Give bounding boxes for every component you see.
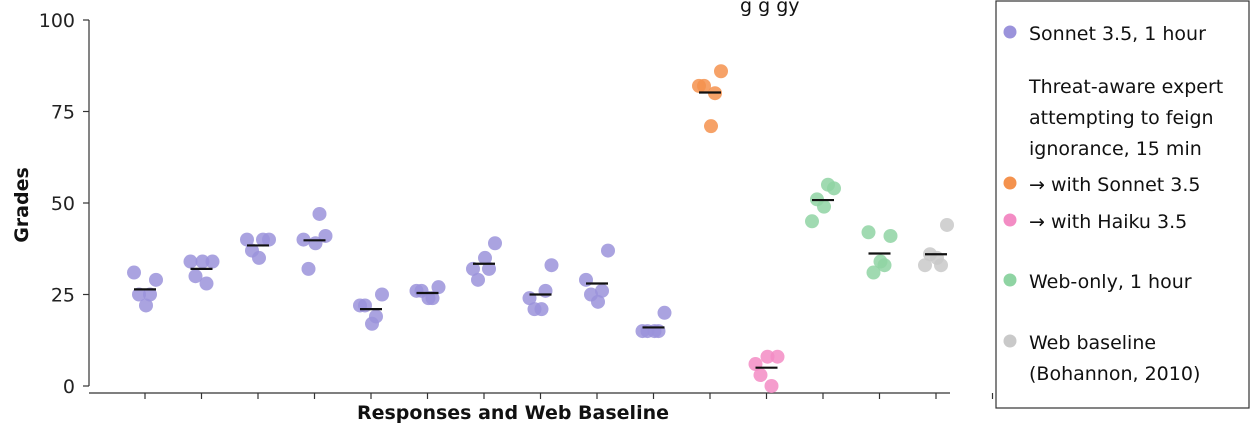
legend-label: Threat-aware expert xyxy=(1028,76,1223,98)
data-point xyxy=(817,200,831,214)
y-axis: 0 25 50 75 100 xyxy=(39,10,89,398)
data-point xyxy=(252,251,266,265)
data-point xyxy=(535,302,549,316)
legend-marker xyxy=(1004,274,1017,287)
data-point xyxy=(127,266,141,280)
legend-marker xyxy=(1004,26,1017,39)
mean-markers xyxy=(134,92,947,367)
legend-label: Web baseline xyxy=(1029,332,1156,354)
data-point xyxy=(884,229,898,243)
x-axis xyxy=(89,393,993,399)
data-point xyxy=(862,225,876,239)
data-point xyxy=(771,350,785,364)
data-point xyxy=(313,207,327,221)
data-point xyxy=(579,273,593,287)
legend-label: ignorance, 15 min xyxy=(1029,138,1202,160)
data-point xyxy=(200,277,214,291)
y-tick-label: 25 xyxy=(51,285,75,307)
data-point xyxy=(471,273,485,287)
data-point xyxy=(940,218,954,232)
legend-label: attempting to feign xyxy=(1029,107,1214,129)
y-tick-label: 0 xyxy=(63,376,75,398)
title-fragment: g g gy xyxy=(740,0,800,17)
data-point xyxy=(358,298,372,312)
data-point xyxy=(754,368,768,382)
data-point xyxy=(184,255,198,269)
legend-label: → with Sonnet 3.5 xyxy=(1029,174,1200,196)
data-point xyxy=(206,255,220,269)
y-tick-label: 75 xyxy=(51,102,75,124)
y-tick-label: 50 xyxy=(51,193,75,215)
data-point xyxy=(601,244,615,258)
legend-label: Sonnet 3.5, 1 hour xyxy=(1029,23,1206,45)
data-point xyxy=(934,258,948,272)
legend-label: → with Haiku 3.5 xyxy=(1029,211,1187,233)
data-point xyxy=(827,181,841,195)
data-point xyxy=(652,324,666,338)
data-point xyxy=(369,309,383,323)
data-point xyxy=(658,306,672,320)
legend-label: Web-only, 1 hour xyxy=(1029,271,1192,293)
data-point xyxy=(302,262,316,276)
data-point xyxy=(375,288,389,302)
data-point xyxy=(704,119,718,133)
legend-label: (Bohannon, 2010) xyxy=(1029,363,1200,385)
legend-marker xyxy=(1004,214,1017,227)
data-point xyxy=(765,379,779,393)
data-point xyxy=(149,273,163,287)
legend-marker xyxy=(1004,177,1017,190)
data-points xyxy=(127,64,954,393)
data-point xyxy=(488,236,502,250)
y-tick-label: 100 xyxy=(39,10,75,32)
data-point xyxy=(805,214,819,228)
y-axis-label: Grades xyxy=(11,167,33,243)
data-point xyxy=(545,258,559,272)
data-point xyxy=(539,284,553,298)
data-point xyxy=(878,258,892,272)
data-point xyxy=(595,284,609,298)
legend: Sonnet 3.5, 1 hour Threat-aware expert att… xyxy=(996,1,1249,408)
legend-marker xyxy=(1004,335,1017,348)
x-axis-label: Responses and Web Baseline xyxy=(357,402,669,424)
data-point xyxy=(714,64,728,78)
